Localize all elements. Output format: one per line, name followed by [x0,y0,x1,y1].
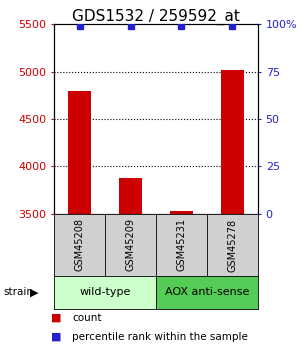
Text: ▶: ▶ [30,287,39,297]
Text: ■: ■ [51,332,62,342]
Text: GSM45278: GSM45278 [227,218,238,272]
Text: GSM45209: GSM45209 [125,218,136,272]
Bar [68,90,91,214]
Text: AOX anti-sense: AOX anti-sense [165,287,249,297]
Bar [119,178,142,214]
Text: wild-type: wild-type [79,287,131,297]
Text: GDS1532 / 259592_at: GDS1532 / 259592_at [72,9,240,25]
Text: count: count [72,313,101,323]
Text: strain: strain [3,287,33,297]
Text: ■: ■ [51,313,62,323]
Text: GSM45231: GSM45231 [176,218,187,272]
Bar [221,70,244,214]
Text: percentile rank within the sample: percentile rank within the sample [72,332,248,342]
Bar [170,211,193,214]
Text: GSM45208: GSM45208 [74,218,85,272]
